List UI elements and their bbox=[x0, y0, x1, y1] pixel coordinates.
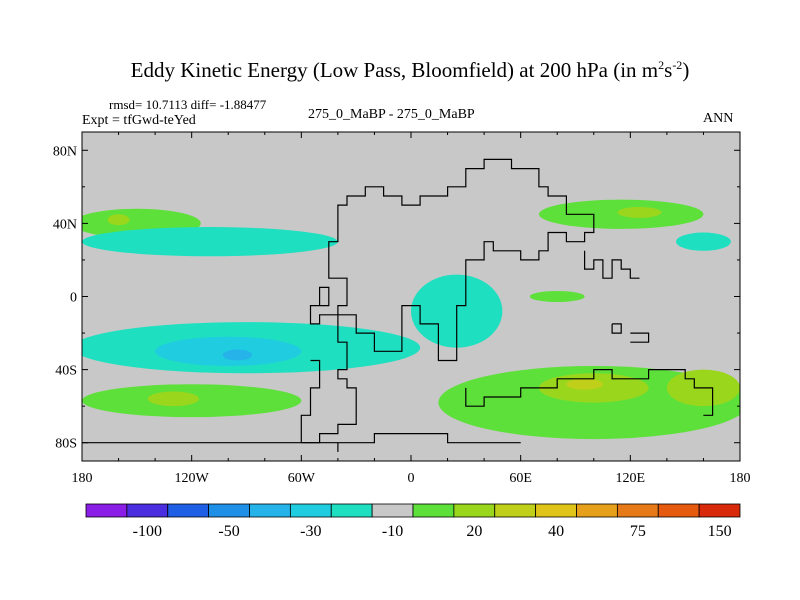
chart-title: Eddy Kinetic Energy (Low Pass, Bloomfiel… bbox=[130, 58, 690, 82]
colorbar-swatch-14 bbox=[657, 503, 700, 518]
y-tick-label-1: 40N bbox=[53, 217, 77, 232]
x-tick-label-6: 180 bbox=[730, 471, 751, 486]
colorbar-label-4: 20 bbox=[466, 523, 482, 540]
coastline-layer bbox=[82, 158, 714, 452]
colorbar-swatch-2 bbox=[167, 503, 210, 518]
y-tick-label-2: 0 bbox=[70, 291, 77, 306]
colorbar-swatch-1 bbox=[126, 503, 169, 518]
colorbar-label-7: 150 bbox=[708, 523, 732, 540]
anomaly-region-9 bbox=[529, 291, 585, 302]
colorbar-swatch-13 bbox=[616, 503, 659, 518]
colorbar-swatch-8 bbox=[412, 503, 455, 518]
colorbar-swatch-10 bbox=[494, 503, 537, 518]
anomaly-region-2 bbox=[82, 227, 338, 257]
x-tick-label-0: 180 bbox=[72, 471, 93, 486]
colorbar-label-5: 40 bbox=[548, 523, 564, 540]
coastline-3 bbox=[584, 250, 640, 279]
anomaly-region-11 bbox=[617, 206, 662, 218]
coastline-7 bbox=[630, 332, 650, 343]
y-tick-label-3: 40S bbox=[55, 364, 77, 379]
colorbar-label-1: -50 bbox=[218, 523, 239, 540]
colorbar-swatch-15 bbox=[698, 503, 741, 518]
y-tick-label-4: 80S bbox=[55, 437, 77, 452]
anomaly-region-15 bbox=[566, 378, 603, 390]
colorbar-swatch-12 bbox=[576, 503, 618, 518]
coastline-6 bbox=[611, 323, 622, 334]
colorbar-swatch-3 bbox=[208, 503, 250, 518]
colorbar: -100 -50 -30 -10 20 40 75 150 bbox=[85, 503, 741, 540]
x-tick-label-2: 60W bbox=[288, 471, 316, 486]
colorbar-label-2: -30 bbox=[300, 523, 321, 540]
colorbar-swatch-7 bbox=[371, 503, 414, 518]
anomaly-region-12 bbox=[676, 232, 731, 251]
y-tick-label-0: 80N bbox=[53, 144, 77, 159]
anomaly-layer bbox=[82, 199, 740, 440]
colorbar-swatch-11 bbox=[535, 503, 577, 518]
anomaly-region-7 bbox=[147, 391, 199, 407]
x-tick-label-1: 120W bbox=[175, 471, 210, 486]
stats-label: rmsd= 10.7113 diff= -1.88477 bbox=[109, 97, 267, 112]
anomaly-region-5 bbox=[222, 349, 252, 361]
colorbar-label-0: -100 bbox=[133, 523, 162, 540]
colorbar-swatch-9 bbox=[453, 503, 496, 518]
coastline-2 bbox=[465, 369, 714, 416]
x-tick-label-3: 0 bbox=[408, 471, 415, 486]
colorbar-label-6: 75 bbox=[630, 523, 646, 540]
colorbar-swatch-5 bbox=[289, 503, 332, 518]
coastline-0 bbox=[301, 158, 595, 444]
colorbar-label-3: -10 bbox=[382, 523, 403, 540]
anomaly-region-13 bbox=[438, 365, 740, 440]
axis-ticks: 180 120W 60W 0 60E 120E 180 80N 40N 0 40S 80S bbox=[53, 132, 751, 486]
anomaly-region-1 bbox=[107, 214, 130, 226]
colorbar-swatch-6 bbox=[330, 503, 373, 518]
period-label: ANN bbox=[703, 111, 734, 126]
coastline-4 bbox=[82, 433, 521, 444]
coastline-1 bbox=[300, 359, 321, 443]
colorbar-swatch-0 bbox=[85, 503, 128, 518]
case-label: 275_0_MaBP - 275_0_MaBP bbox=[308, 107, 475, 122]
x-tick-label-5: 120E bbox=[616, 471, 646, 486]
x-tick-label-4: 60E bbox=[509, 471, 532, 486]
colorbar-swatch-4 bbox=[249, 503, 291, 518]
expt-label: Expt = tfGwd-teYed bbox=[82, 113, 196, 128]
